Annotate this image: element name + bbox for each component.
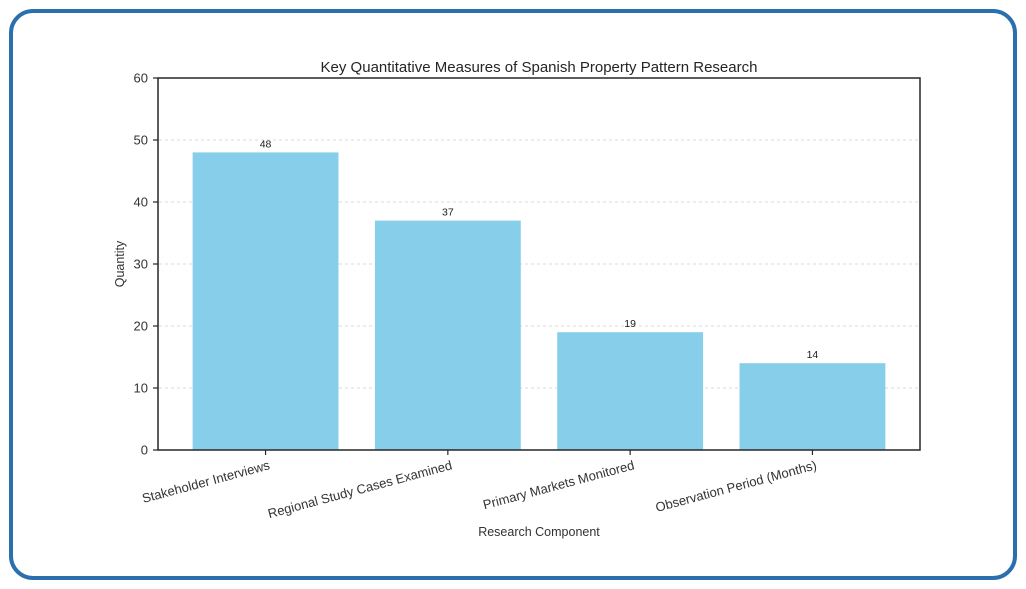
chart-title: Key Quantitative Measures of Spanish Pro… xyxy=(321,59,758,76)
y-tick-label-30: 30 xyxy=(134,257,148,272)
bar-value-label-1: 37 xyxy=(442,207,454,219)
x-tick-label-3: Observation Period (Months) xyxy=(654,457,818,515)
bar-0 xyxy=(192,152,339,450)
y-tick-label-20: 20 xyxy=(134,319,148,334)
bars-layer: 48 37 19 14 xyxy=(192,138,886,450)
bar-value-label-3: 14 xyxy=(807,349,819,361)
bar-value-label-2: 19 xyxy=(624,318,636,330)
bar-1 xyxy=(374,220,521,450)
axes-ticks-layer xyxy=(153,77,814,455)
y-tick-label-10: 10 xyxy=(134,381,148,396)
x-axis-label: Research Component xyxy=(478,525,600,539)
y-axis-label: Quantity xyxy=(113,240,127,287)
bar-3 xyxy=(739,363,886,450)
y-tick-label-40: 40 xyxy=(134,195,148,210)
x-tick-label-2: Primary Markets Monitored xyxy=(481,457,636,512)
x-tick-label-1: Regional Study Cases Examined xyxy=(266,457,453,521)
y-tick-label-0: 0 xyxy=(141,443,148,458)
bar-value-label-0: 48 xyxy=(260,138,272,150)
x-tick-label-0: Stakeholder Interviews xyxy=(140,457,271,506)
y-tick-label-60: 60 xyxy=(134,71,148,86)
y-tick-label-50: 50 xyxy=(134,133,148,148)
bar-2 xyxy=(557,332,704,450)
